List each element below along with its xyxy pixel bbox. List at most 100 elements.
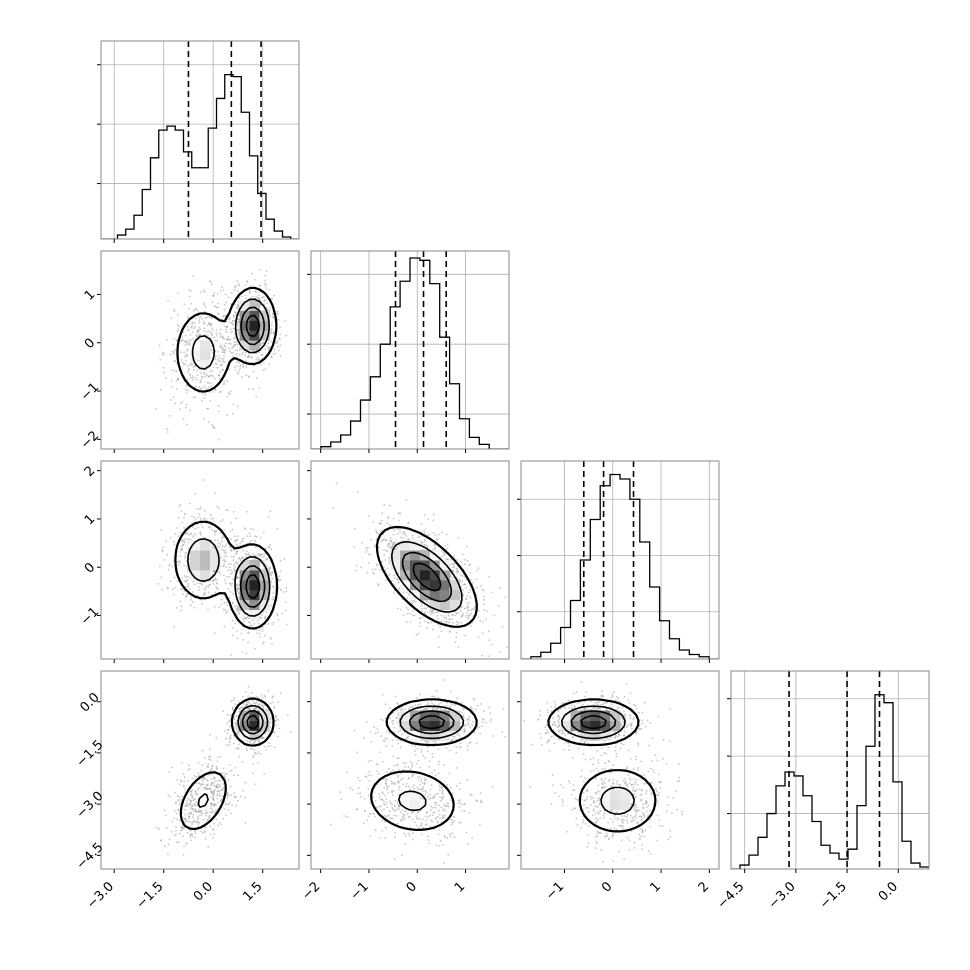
sample-point [453, 563, 455, 566]
sample-point [458, 806, 461, 809]
sample-point [460, 605, 463, 608]
density-cell [429, 569, 441, 581]
sample-point [191, 591, 194, 594]
sample-point [206, 373, 208, 376]
sample-point [194, 493, 197, 495]
sample-point [232, 319, 234, 322]
sample-point [265, 611, 268, 613]
sample-point [220, 603, 223, 606]
sample-point [191, 515, 193, 517]
sample-point [284, 601, 287, 604]
sample-point [439, 625, 442, 628]
sample-point [213, 777, 216, 779]
sample-point [172, 817, 175, 820]
sample-point [179, 829, 182, 832]
sample-point [195, 801, 197, 804]
sample-point [397, 802, 399, 805]
sample-point [432, 532, 435, 535]
sample-point [384, 568, 387, 571]
sample-point [201, 780, 204, 783]
sample-point [179, 551, 182, 553]
sample-point [237, 318, 240, 321]
sample-point [180, 339, 183, 342]
sample-point [200, 315, 202, 318]
sample-point [200, 378, 203, 381]
sample-point [404, 766, 406, 768]
sample-point [189, 377, 192, 379]
sample-point [222, 818, 224, 820]
sample-point [194, 527, 196, 530]
sample-point [393, 577, 396, 579]
sample-point [229, 566, 231, 569]
sample-point [185, 341, 188, 344]
sample-point [192, 809, 195, 812]
sample-point [397, 581, 400, 584]
sample-point [382, 792, 384, 795]
sample-point [200, 523, 203, 526]
sample-point [374, 544, 376, 547]
sample-point [276, 340, 279, 342]
sample-point [247, 701, 250, 703]
sample-point [256, 702, 259, 705]
sample-point [195, 335, 198, 337]
sample-point [257, 622, 260, 625]
sample-point [223, 383, 226, 385]
sample-point [167, 843, 170, 846]
sample-point [477, 616, 480, 619]
sample-point [199, 506, 202, 509]
sample-point [231, 347, 233, 349]
sample-point [177, 808, 180, 811]
sample-point [284, 609, 287, 612]
sample-point [217, 410, 220, 413]
sample-point [186, 349, 188, 352]
sample-point [209, 399, 212, 402]
sample-point [193, 819, 195, 822]
sample-point [445, 620, 448, 623]
sample-point [427, 795, 429, 798]
sample-point [253, 623, 256, 625]
sample-point [221, 544, 224, 547]
sample-point [230, 769, 233, 772]
density-cell [209, 550, 221, 561]
sample-point [466, 778, 469, 781]
density-cell [439, 589, 451, 601]
density-cell [410, 589, 421, 601]
sample-point [408, 785, 410, 788]
sample-point [196, 818, 199, 821]
sample-point [252, 756, 255, 759]
sample-point [185, 531, 188, 534]
sample-point [242, 618, 245, 620]
sample-point [488, 575, 490, 578]
sample-point [251, 272, 253, 275]
sample-point [240, 632, 243, 635]
sample-point [392, 533, 395, 536]
sample-point [270, 548, 273, 551]
sample-point [191, 808, 194, 810]
sample-point [185, 843, 188, 846]
sample-point [196, 329, 199, 332]
sample-point [254, 783, 257, 786]
sample-point [229, 770, 231, 773]
sample-point [191, 777, 194, 780]
sample-point [248, 388, 250, 391]
density-cell [200, 540, 211, 551]
sample-point [470, 609, 473, 612]
sample-point [465, 586, 468, 589]
sample-point [384, 837, 387, 839]
sample-point [430, 784, 433, 787]
sample-point [381, 760, 384, 763]
sample-point [267, 342, 270, 345]
sample-point [418, 775, 421, 778]
sample-point [226, 610, 228, 613]
density-cell [249, 730, 260, 741]
sample-point [419, 788, 422, 791]
sample-point [386, 806, 388, 809]
sample-point [200, 291, 203, 293]
sample-point [219, 346, 221, 348]
sample-point [213, 605, 216, 608]
sample-point [155, 827, 158, 829]
sample-point [424, 779, 427, 782]
sample-point [456, 623, 459, 626]
sample-point [449, 835, 452, 838]
